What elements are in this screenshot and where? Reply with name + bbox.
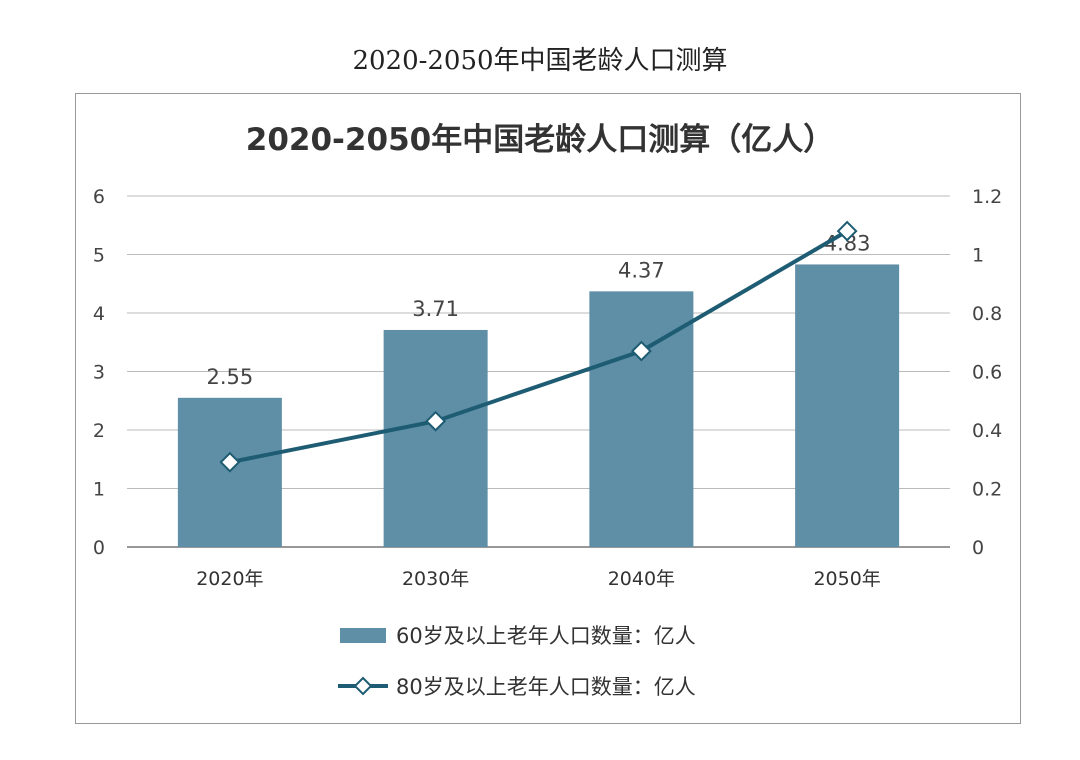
x-tick-label: 2050年	[813, 568, 880, 590]
chart-frame	[75, 93, 1021, 724]
x-tick-label: 2020年	[196, 568, 263, 590]
line-marker	[219, 451, 241, 473]
y-left-tick: 4	[93, 303, 105, 325]
y-left-tick: 5	[93, 245, 105, 267]
y-right-tick: 0.4	[972, 420, 1002, 442]
x-tick-label: 2040年	[608, 568, 675, 590]
y-right-tick: 0.2	[972, 479, 1002, 501]
y-right-tick: 1	[972, 245, 984, 267]
bar-data-label: 4.37	[618, 258, 665, 282]
bar-data-label: 2.55	[206, 365, 253, 389]
x-tick-label: 2030年	[402, 568, 469, 590]
y-left-tick: 3	[93, 362, 105, 384]
line-marker	[630, 340, 652, 362]
legend-bar-swatch	[340, 628, 386, 643]
line-series	[229, 229, 849, 465]
chart-title: 2020-2050年中国老龄人口测算（亿人）	[246, 122, 834, 158]
y-left-tick: 6	[93, 186, 105, 208]
bar-data-label: 3.71	[412, 297, 459, 321]
line-marker	[425, 410, 447, 432]
legend-diamond-icon	[353, 676, 373, 696]
page-title: 2020-2050年中国老龄人口测算	[352, 46, 728, 76]
bar	[795, 264, 900, 547]
legend-line-label: 80岁及以上老年人口数量：亿人	[396, 675, 696, 699]
y-right-tick: 0.8	[972, 303, 1002, 325]
legend-bar-label: 60岁及以上老年人口数量：亿人	[396, 624, 696, 648]
bar	[589, 291, 694, 547]
y-left-tick: 1	[93, 479, 105, 501]
bar	[383, 329, 488, 547]
y-right-tick: 1.2	[972, 186, 1002, 208]
y-right-tick: 0.6	[972, 362, 1002, 384]
line-marker	[836, 220, 858, 242]
y-left-tick: 0	[93, 537, 105, 559]
y-left-tick: 2	[93, 420, 105, 442]
y-right-tick: 0	[972, 537, 984, 559]
